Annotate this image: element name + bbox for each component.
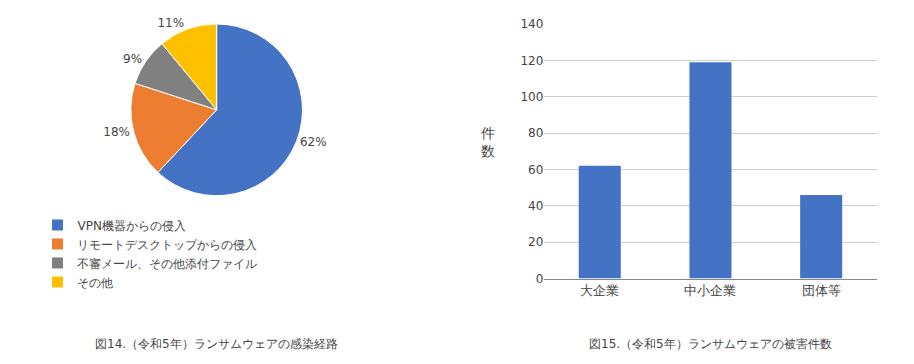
svg-text:100: 100 (520, 90, 543, 104)
svg-text:20: 20 (528, 235, 543, 249)
svg-text:その他: その他 (77, 276, 113, 290)
svg-text:120: 120 (520, 54, 543, 68)
svg-text:不審メール、その他添付ファイル: 不審メール、その他添付ファイル (77, 257, 257, 271)
svg-text:図14.（令和5年）ランサムウェアの感染経路: 図14.（令和5年）ランサムウェアの感染経路 (95, 337, 338, 351)
svg-text:中小企業: 中小企業 (684, 283, 736, 298)
svg-text:リモートデスクトップからの侵入: リモートデスクトップからの侵入 (77, 238, 257, 252)
svg-text:40: 40 (528, 199, 543, 213)
svg-text:11%: 11% (157, 16, 184, 30)
svg-text:VPN機器からの侵入: VPN機器からの侵入 (77, 219, 185, 233)
svg-text:図15.（令和5年）ランサムウェアの被害件数: 図15.（令和5年）ランサムウェアの被害件数 (589, 337, 832, 351)
svg-text:大企業: 大企業 (580, 283, 619, 298)
svg-text:件数: 件数 (481, 125, 495, 159)
svg-text:18%: 18% (103, 125, 130, 139)
svg-text:0: 0 (536, 272, 544, 286)
svg-text:140: 140 (520, 17, 543, 31)
svg-text:80: 80 (528, 126, 543, 140)
svg-text:62%: 62% (300, 135, 327, 149)
svg-text:団体等: 団体等 (802, 283, 841, 298)
svg-text:60: 60 (528, 163, 543, 177)
svg-text:9%: 9% (123, 52, 142, 66)
